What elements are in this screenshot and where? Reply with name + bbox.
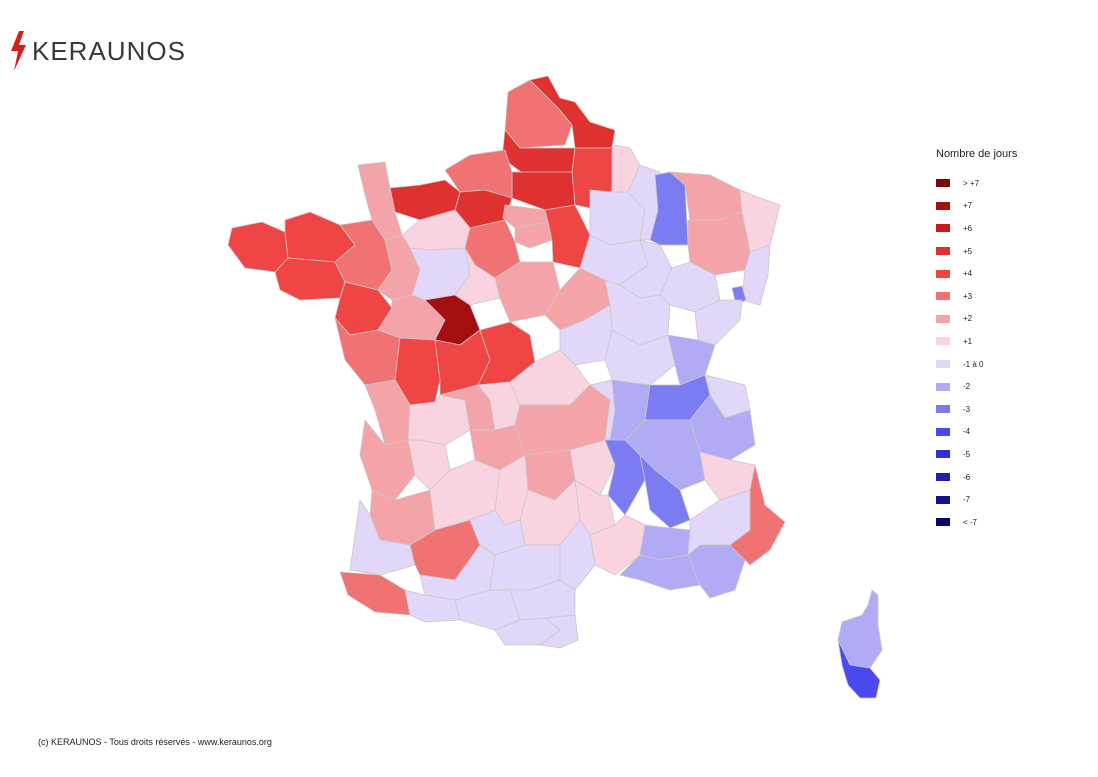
region-finistere (227, 221, 289, 273)
region-vosges (687, 211, 751, 276)
legend-item: -6 (936, 466, 1056, 489)
legend-item: +7 (936, 195, 1056, 218)
legend-label: -4 (963, 427, 971, 437)
legend-item: > +7 (936, 172, 1056, 195)
legend-label: -1 à 0 (963, 359, 984, 369)
legend-label: +3 (963, 291, 973, 301)
region-pyrenees-orientales (539, 614, 579, 649)
legend-label: -5 (963, 449, 971, 459)
region-drome (639, 454, 691, 529)
legend-label: -2 (963, 382, 971, 392)
region-pas-de-calais (504, 79, 573, 149)
legend-swatch (936, 450, 950, 459)
region-charente-maritime (359, 419, 416, 501)
legend-title: Nombre de jours (936, 148, 1018, 160)
region-pyrenees-atlantiques (339, 571, 411, 616)
region-haute-loire (569, 439, 616, 496)
legend-label: +2 (963, 314, 973, 324)
legend-swatch (936, 179, 950, 188)
region-nord (529, 75, 616, 149)
map-legend: Nombre de jours > +7 +7 +6 +5 +4 +3 +2 +1 -1 à 0… (936, 148, 1056, 534)
keraunos-logo: KERAUNOS (8, 30, 186, 72)
legend-label: > +7 (963, 178, 980, 188)
region-saone-et-loire (604, 329, 676, 386)
legend-label: < -7 (963, 517, 978, 527)
legend-swatch (936, 473, 950, 482)
legend-swatch (936, 292, 950, 301)
legend-swatch (936, 247, 950, 256)
legend-swatch (936, 314, 950, 323)
region-corse-du-sud (837, 639, 881, 699)
legend-item: +2 (936, 308, 1056, 331)
region-paris (514, 221, 553, 249)
region-oise (511, 171, 576, 211)
legend-item: -3 (936, 398, 1056, 421)
legend-item: < -7 (936, 511, 1056, 534)
legend-label: -7 (963, 495, 971, 505)
region-seine-et-marne (544, 204, 591, 269)
legend-label: -6 (963, 472, 971, 482)
legend-item: +6 (936, 217, 1056, 240)
region-alpes-maritimes (729, 464, 786, 566)
region-morbihan (274, 257, 346, 301)
legend-swatch (936, 382, 950, 391)
legend-label: +7 (963, 201, 973, 211)
legend-swatch (936, 224, 950, 233)
legend-swatch (936, 360, 950, 369)
legend-item: -1 à 0 (936, 353, 1056, 376)
legend-item: -2 (936, 375, 1056, 398)
legend-swatch (936, 337, 950, 346)
legend-swatch (936, 427, 950, 436)
legend-swatch (936, 405, 950, 414)
copyright-footer: (c) KERAUNOS - Tous droits réservés - ww… (38, 737, 272, 747)
legend-swatch (936, 518, 950, 527)
legend-label: +1 (963, 336, 973, 346)
legend-item: -4 (936, 421, 1056, 444)
logo-text: KERAUNOS (32, 35, 186, 66)
region-ardeche (604, 439, 646, 516)
legend-swatch (936, 201, 950, 210)
region-var (687, 544, 746, 599)
legend-item: +5 (936, 240, 1056, 263)
region-eure-et-loir (454, 247, 501, 306)
lightning-bolt-icon (11, 31, 26, 71)
region-bouches-du-rhone (619, 554, 701, 591)
legend-item: +1 (936, 330, 1056, 353)
legend-item: +4 (936, 262, 1056, 285)
region-calvados (389, 179, 461, 221)
legend-label: +5 (963, 246, 973, 256)
region-vaucluse (639, 524, 691, 561)
legend-label: +6 (963, 223, 973, 233)
legend-item: -5 (936, 443, 1056, 466)
legend-item: +3 (936, 285, 1056, 308)
legend-label: +4 (963, 269, 973, 279)
legend-swatch (936, 495, 950, 504)
legend-label: -3 (963, 404, 971, 414)
legend-swatch (936, 269, 950, 278)
legend-item: -7 (936, 488, 1056, 511)
